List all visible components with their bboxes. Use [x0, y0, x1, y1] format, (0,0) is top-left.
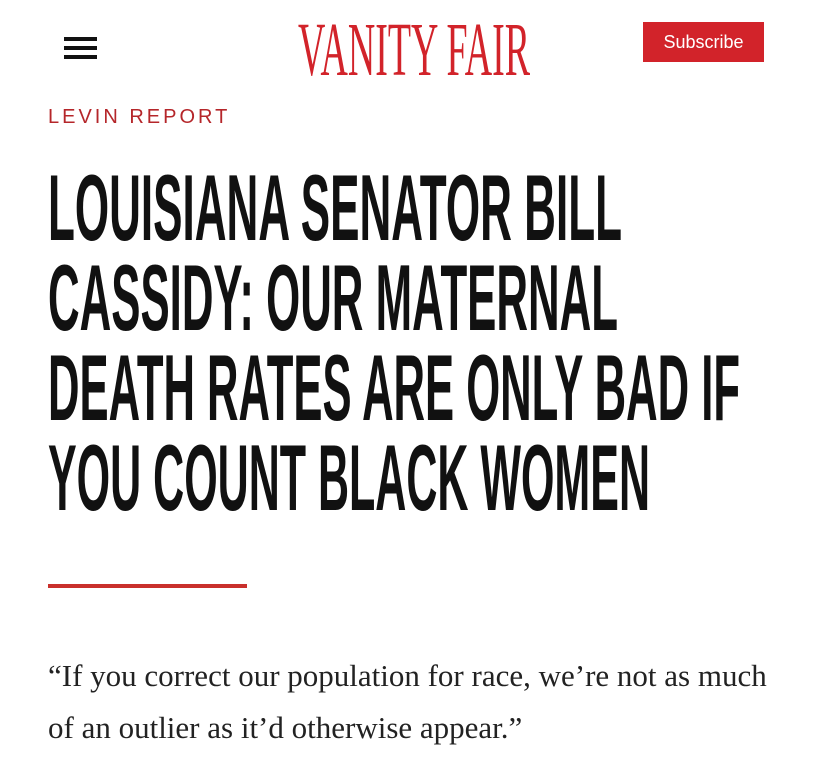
headline-line: CASSIDY: OUR MATERNAL [48, 245, 618, 350]
menu-button[interactable] [64, 37, 97, 59]
subscribe-bg [643, 22, 764, 62]
headline-line: DEATH RATES ARE ONLY BAD IF [48, 335, 740, 440]
pull-quote: “If you correct our population for race,… [48, 658, 767, 745]
article-header: VANITY FAIR Subscribe LEVIN REPORT LOUIS… [48, 8, 764, 588]
subscribe-button[interactable]: Subscribe [643, 22, 764, 62]
logo[interactable]: VANITY FAIR [298, 8, 530, 92]
headline-line: LOUISIANA SENATOR BILL [48, 155, 622, 260]
menu-bar [64, 55, 97, 59]
menu-bar [64, 46, 97, 50]
rubric[interactable]: LEVIN REPORT [48, 106, 230, 128]
menu-bar [64, 37, 97, 41]
headline-line: YOU COUNT BLACK WOMEN [48, 425, 650, 530]
divider [48, 584, 247, 588]
subscribe-label: Subscribe [663, 32, 743, 52]
